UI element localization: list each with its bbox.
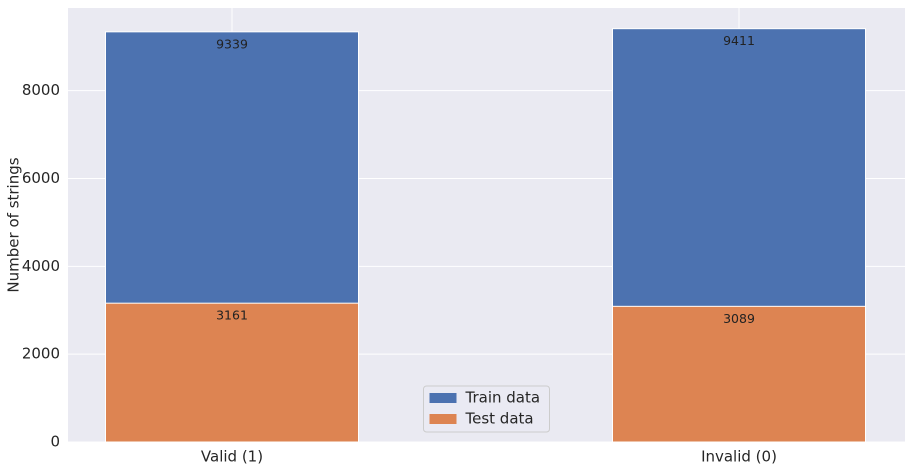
legend: Train data Test data xyxy=(423,385,550,433)
y-tick-label: 0 xyxy=(50,433,60,451)
value-label: 9411 xyxy=(723,33,755,48)
y-tick-label: 4000 xyxy=(22,257,60,275)
y-axis-label: Number of strings xyxy=(5,157,23,292)
y-tick-label: 6000 xyxy=(22,169,60,187)
bar xyxy=(105,302,359,443)
x-tick-label: Valid (1) xyxy=(201,448,263,466)
bar xyxy=(612,305,866,443)
value-label: 3089 xyxy=(723,311,755,326)
y-tick-label: 2000 xyxy=(22,345,60,363)
legend-swatch xyxy=(429,414,457,424)
legend-label: Train data xyxy=(465,389,541,407)
value-label: 9339 xyxy=(216,36,248,51)
x-tick-label: Invalid (0) xyxy=(701,448,777,466)
value-label: 3161 xyxy=(216,308,248,323)
legend-swatch xyxy=(429,393,457,403)
y-tick-label: 8000 xyxy=(22,81,60,99)
legend-label: Test data xyxy=(465,410,534,428)
